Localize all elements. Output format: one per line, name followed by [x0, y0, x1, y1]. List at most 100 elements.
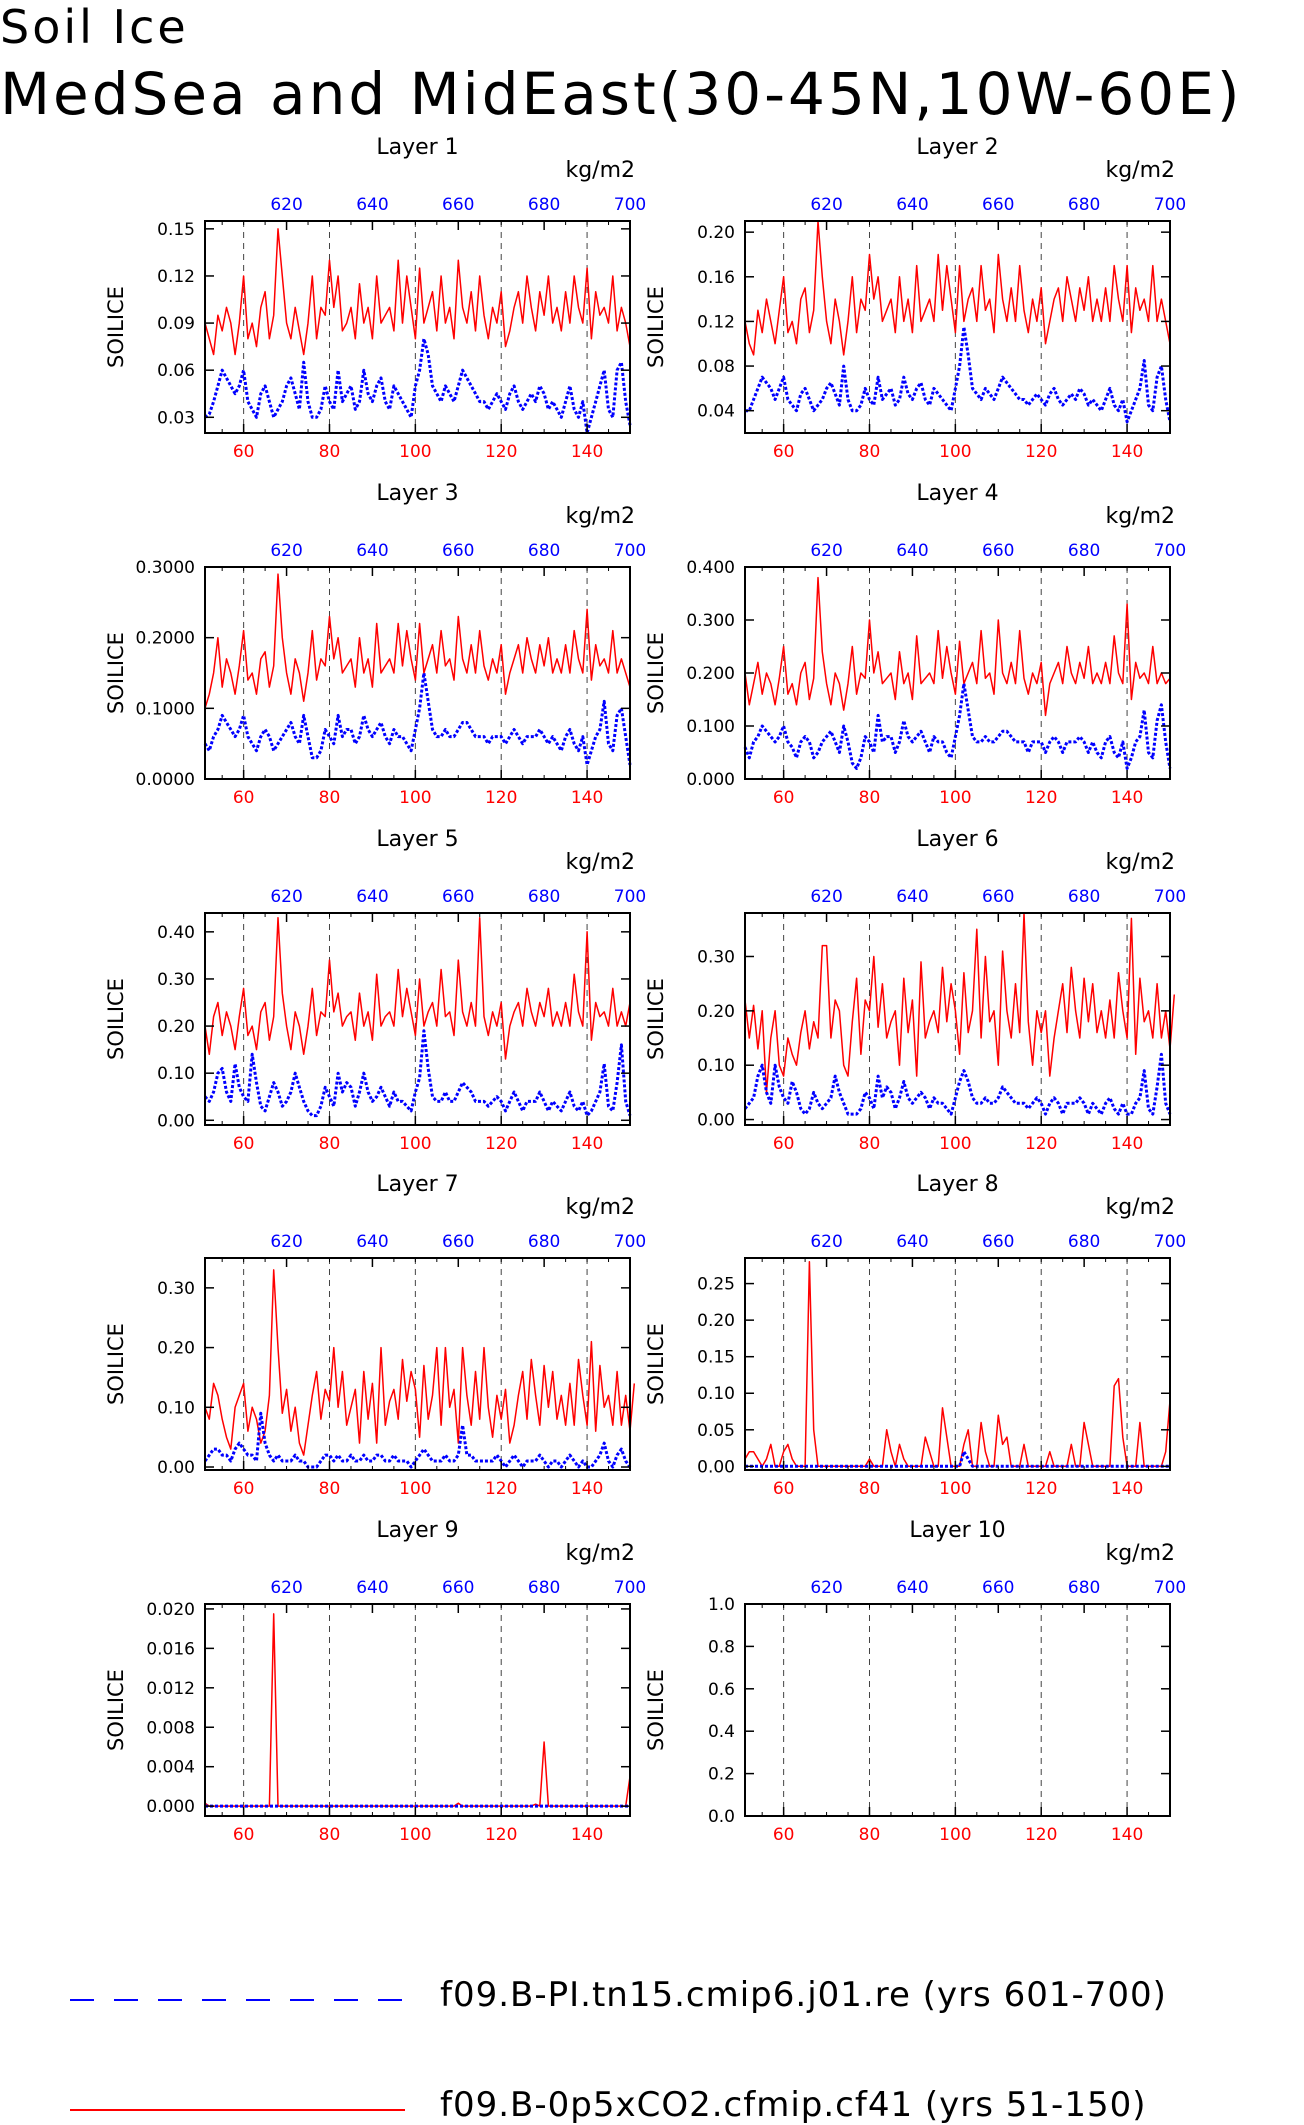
y-axis-label: SOILICE: [644, 978, 668, 1060]
y-tick-label: 0.2: [708, 1765, 735, 1785]
y-tick-label: 0.05: [697, 1421, 735, 1441]
x-tick-label: 100: [399, 1134, 431, 1154]
x-tick-label: 100: [399, 1825, 431, 1845]
x2-tick-label: 660: [442, 1578, 474, 1598]
plot-frame: [204, 566, 631, 780]
units-label: kg/m2: [565, 1541, 635, 1566]
x2-tick-label: 660: [982, 195, 1014, 215]
plot-frame: [744, 912, 1171, 1126]
x-tick-label: 80: [319, 1825, 341, 1845]
x-tick-label: 80: [319, 442, 341, 462]
y-tick-label: 0.40: [157, 923, 195, 943]
series-line-blue: [203, 1411, 632, 1469]
y-tick-label: 0.20: [157, 1017, 195, 1037]
y-tick-label: 0.008: [146, 1718, 195, 1738]
x2-tick-label: 680: [1068, 195, 1100, 215]
x-tick-label: 60: [773, 788, 795, 808]
y-tick-label: 0.08: [697, 357, 735, 377]
units-label: kg/m2: [565, 1195, 635, 1220]
y-tick-label: 0.400: [686, 558, 735, 578]
y-tick-label: 0.10: [697, 1056, 735, 1076]
units-label: kg/m2: [565, 158, 635, 183]
units-label: kg/m2: [1105, 504, 1175, 529]
x2-tick-label: 640: [896, 1578, 928, 1598]
x2-tick-label: 620: [270, 887, 302, 907]
x2-tick-label: 700: [614, 195, 646, 215]
y-tick-label: 0.2000: [136, 629, 195, 649]
x-tick-label: 80: [859, 442, 881, 462]
y-tick-label: 0.00: [157, 1458, 195, 1478]
y-tick-label: 0.10: [697, 1384, 735, 1404]
x2-tick-label: 680: [528, 1578, 560, 1598]
y-tick-label: 0.12: [157, 267, 195, 287]
y-axis-label: SOILICE: [104, 978, 128, 1060]
panel-title: Layer 10: [909, 1518, 1005, 1543]
x-tick-label: 120: [485, 788, 517, 808]
series-line-red: [204, 916, 631, 1060]
x2-tick-label: 700: [614, 541, 646, 561]
x-tick-label: 100: [939, 1825, 971, 1845]
series-line-red: [744, 220, 1171, 356]
x-tick-label: 100: [399, 788, 431, 808]
x-tick-label: 140: [1111, 442, 1143, 462]
x-tick-label: 140: [1111, 788, 1143, 808]
y-tick-label: 0.15: [157, 220, 195, 240]
x-tick-label: 140: [1111, 1479, 1143, 1499]
y-axis-label: SOILICE: [644, 1669, 668, 1751]
x-tick-label: 60: [233, 442, 255, 462]
x2-tick-label: 620: [810, 1232, 842, 1252]
x2-tick-label: 660: [982, 1232, 1014, 1252]
y-tick-label: 0.100: [686, 717, 735, 737]
units-label: kg/m2: [1105, 158, 1175, 183]
x2-tick-label: 620: [810, 887, 842, 907]
y-tick-label: 0.06: [157, 361, 195, 381]
x-tick-label: 100: [399, 442, 431, 462]
y-tick-label: 0.30: [697, 947, 735, 967]
y-tick-label: 0.1000: [136, 699, 195, 719]
units-label: kg/m2: [1105, 1541, 1175, 1566]
x2-tick-label: 660: [982, 541, 1014, 561]
series-line-red: [744, 912, 1176, 1094]
x2-tick-label: 620: [270, 195, 302, 215]
series-line-blue: [743, 682, 1172, 770]
y-tick-label: 0.0: [708, 1807, 735, 1827]
y-tick-label: 0.15: [697, 1348, 735, 1368]
y-tick-label: 0.6: [708, 1680, 735, 1700]
y-tick-label: 0.300: [686, 611, 735, 631]
x2-tick-label: 640: [356, 541, 388, 561]
x-tick-label: 60: [233, 788, 255, 808]
x2-tick-label: 620: [810, 541, 842, 561]
x2-tick-label: 700: [1154, 541, 1186, 561]
series-line-blue: [203, 671, 632, 767]
y-axis-label: SOILICE: [644, 286, 668, 368]
y-tick-label: 0.10: [157, 1398, 195, 1418]
x-tick-label: 60: [773, 1134, 795, 1154]
x2-tick-label: 660: [442, 195, 474, 215]
x2-tick-label: 660: [982, 1578, 1014, 1598]
panel-title: Layer 2: [916, 135, 998, 160]
x-tick-label: 140: [571, 1134, 603, 1154]
series-line-red: [204, 1269, 636, 1456]
y-axis-label: SOILICE: [104, 286, 128, 368]
y-tick-label: 0.004: [146, 1758, 195, 1778]
x2-tick-label: 660: [442, 1232, 474, 1252]
x-tick-label: 120: [1025, 788, 1057, 808]
y-tick-label: 0.4: [708, 1722, 735, 1742]
y-tick-label: 0.020: [146, 1600, 195, 1620]
x2-tick-label: 640: [896, 195, 928, 215]
x-tick-label: 60: [233, 1479, 255, 1499]
x2-tick-label: 680: [528, 541, 560, 561]
x2-tick-label: 620: [270, 1232, 302, 1252]
series-line-red: [204, 573, 631, 709]
x2-tick-label: 680: [528, 1232, 560, 1252]
y-tick-label: 0.016: [146, 1639, 195, 1659]
y-tick-label: 0.30: [157, 970, 195, 990]
x-tick-label: 60: [773, 442, 795, 462]
x2-tick-label: 700: [614, 1232, 646, 1252]
plot-frame: [744, 1603, 1171, 1817]
y-axis-label: SOILICE: [644, 632, 668, 714]
y-tick-label: 0.00: [157, 1111, 195, 1131]
y-axis-label: SOILICE: [104, 1669, 128, 1751]
x2-tick-label: 700: [1154, 195, 1186, 215]
units-label: kg/m2: [565, 504, 635, 529]
